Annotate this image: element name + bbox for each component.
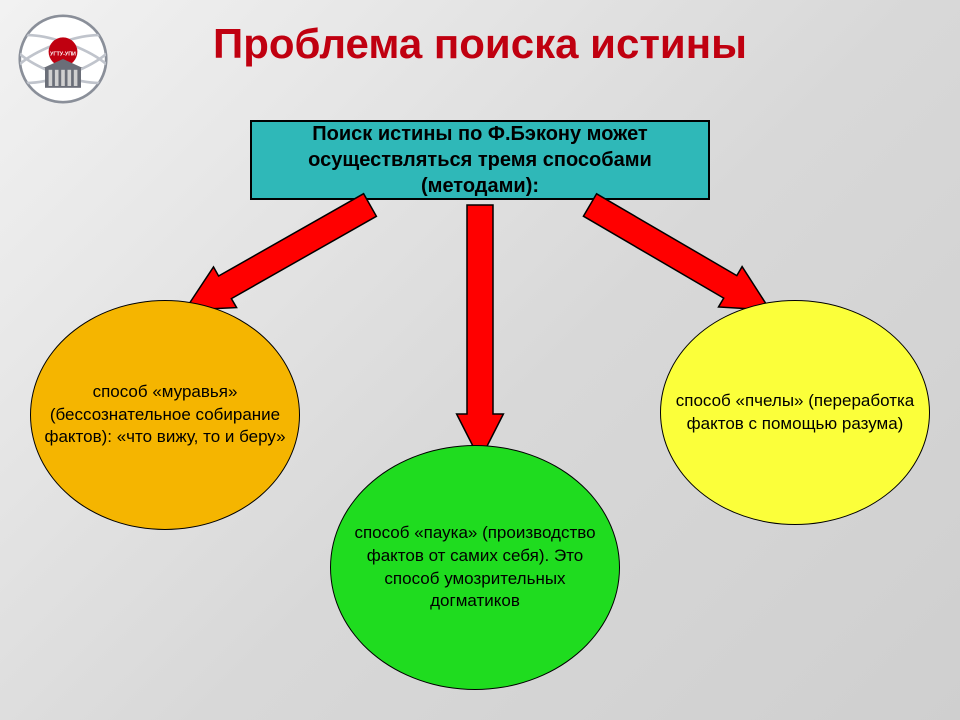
slide: УГТУ-УПИ Проблема поиска истины Поиск ис… xyxy=(0,0,960,720)
circle-spider: способ «паука» (производство фактов от с… xyxy=(330,445,620,690)
arrow-0 xyxy=(185,194,376,310)
circle-spider-text: способ «паука» (производство фактов от с… xyxy=(341,522,609,614)
arrow-1 xyxy=(457,205,504,460)
circle-bee: способ «пчелы» (переработка фактов с пом… xyxy=(660,300,930,525)
top-box: Поиск истины по Ф.Бэкону может осуществл… xyxy=(250,120,710,200)
circle-ant-text: способ «муравья» (бессознательное собира… xyxy=(41,381,289,450)
circle-ant: способ «муравья» (бессознательное собира… xyxy=(30,300,300,530)
top-box-text: Поиск истины по Ф.Бэкону может осуществл… xyxy=(260,121,700,199)
title-text: Проблема поиска истины xyxy=(213,20,747,67)
arrow-2 xyxy=(583,194,770,310)
slide-title: Проблема поиска истины xyxy=(0,20,960,68)
circle-bee-text: способ «пчелы» (переработка фактов с пом… xyxy=(671,390,919,436)
